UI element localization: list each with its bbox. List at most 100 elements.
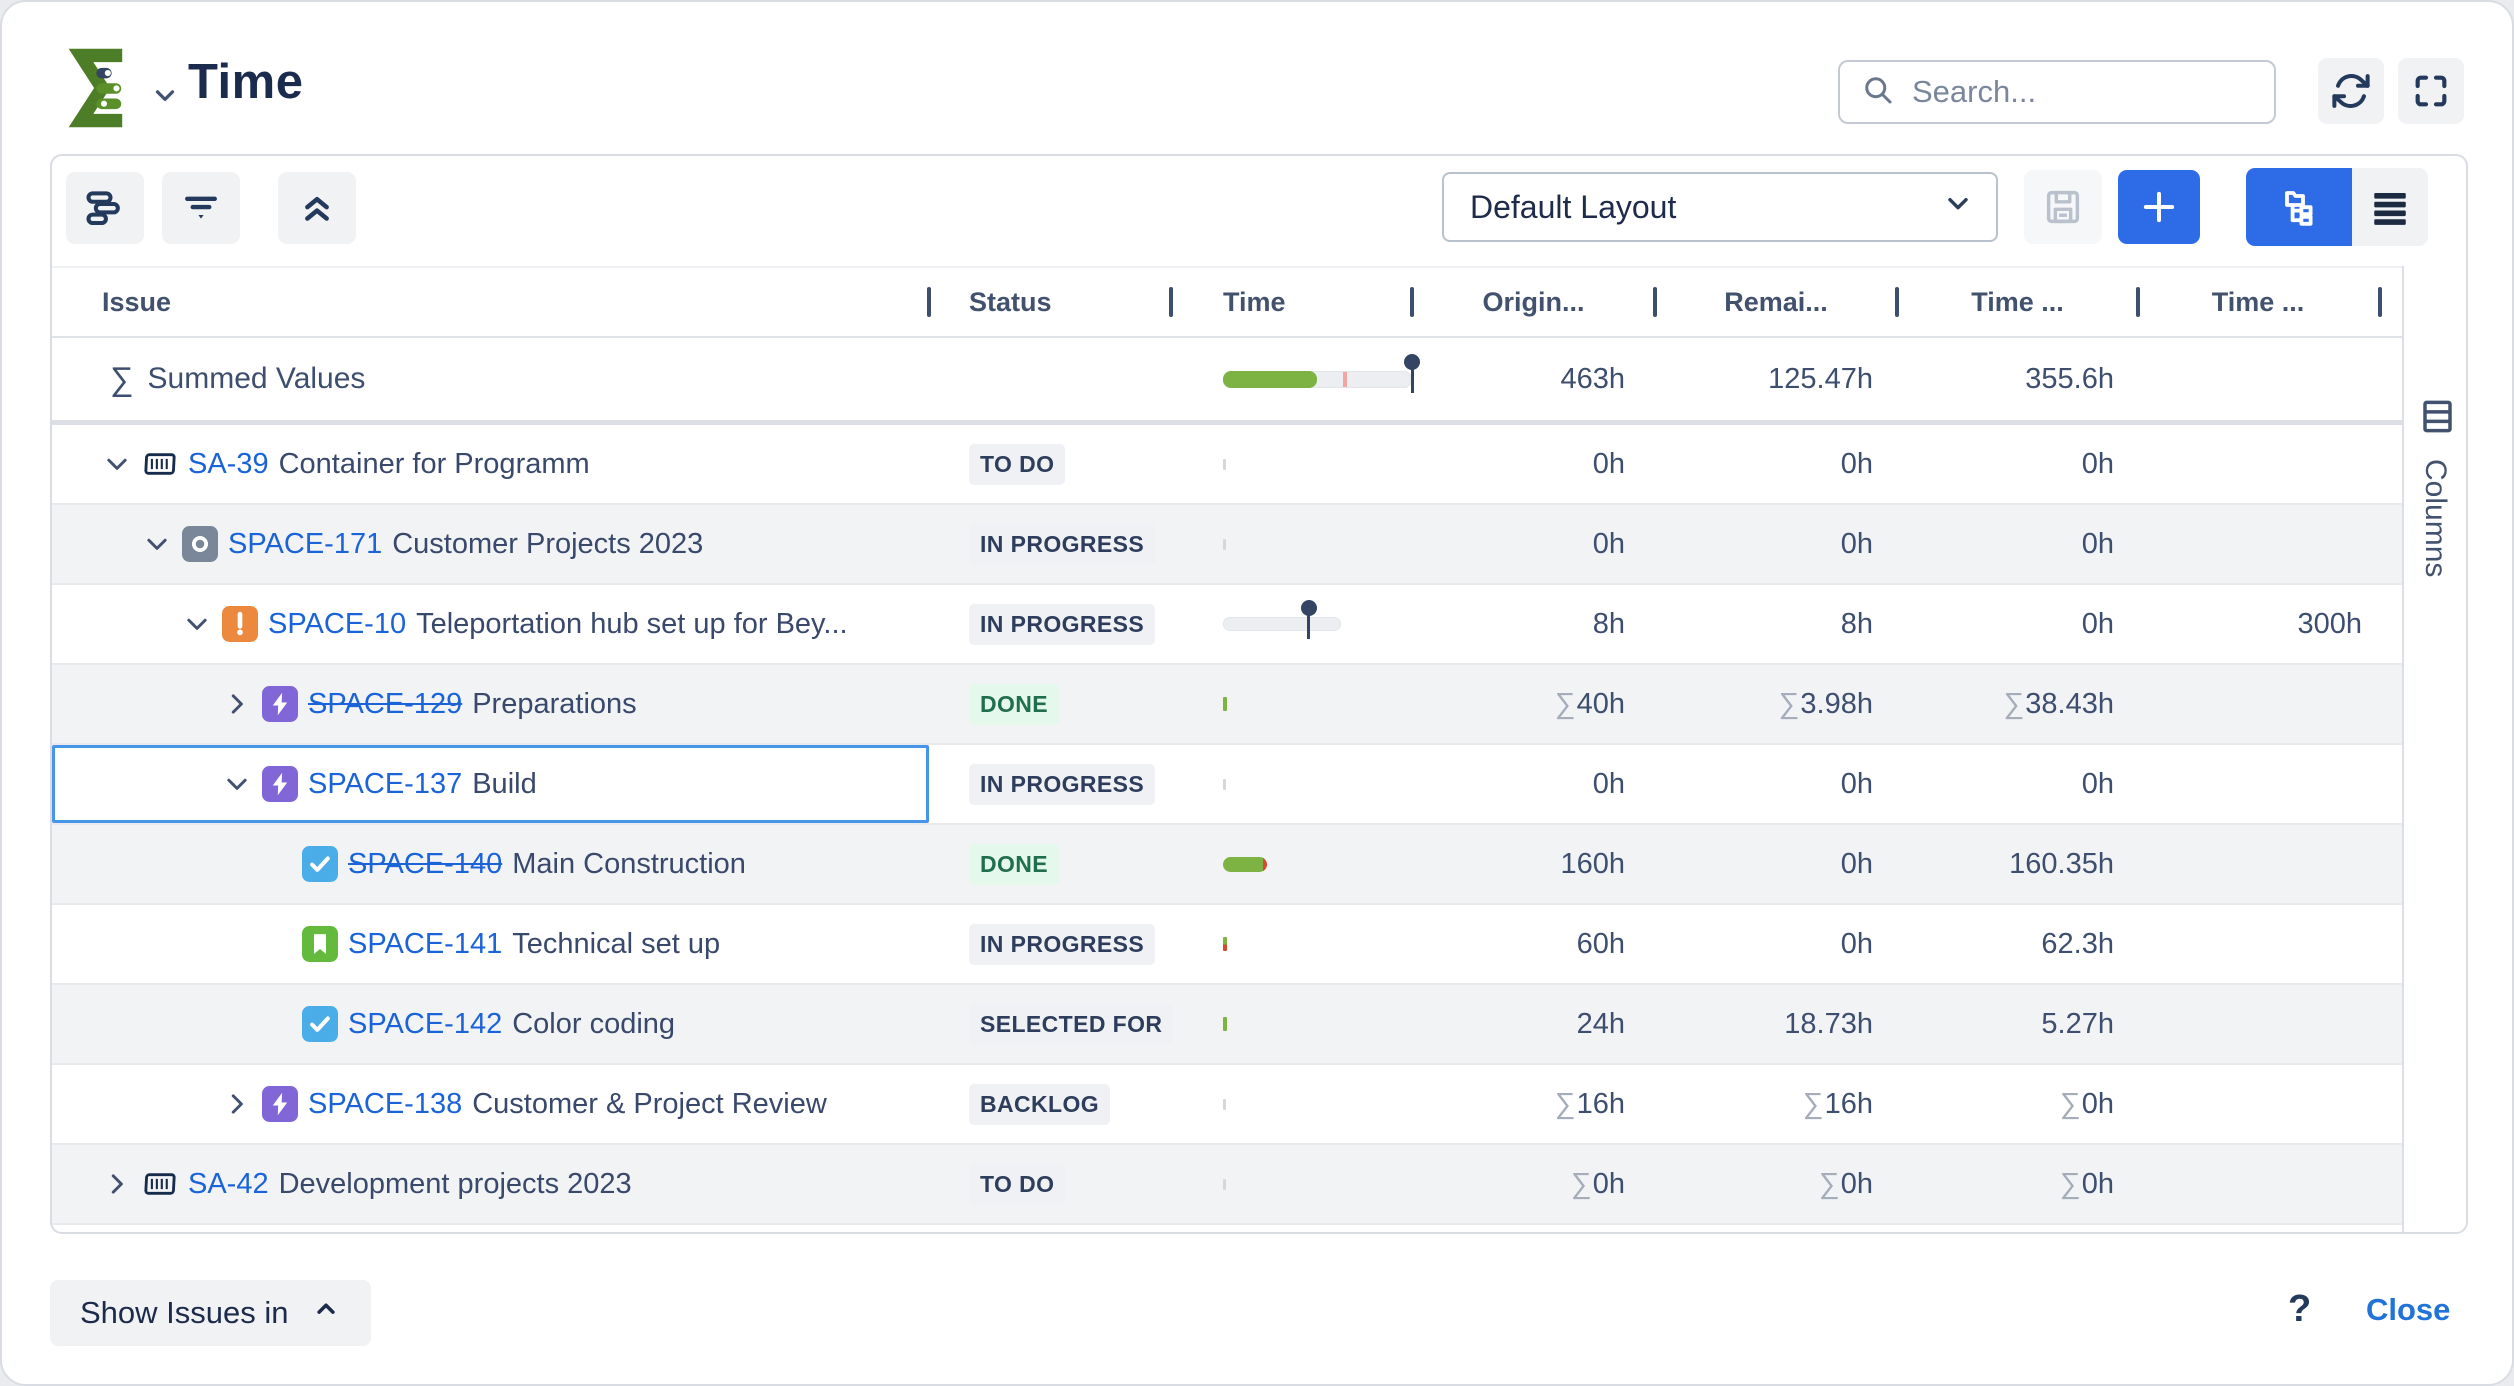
table-row[interactable]: SPACE-142 Color coding SELECTED FOR 24h …	[52, 985, 2402, 1065]
chevron-right-icon[interactable]	[222, 1089, 252, 1119]
column-header-issue[interactable]: Issue	[52, 268, 931, 336]
original-estimate-value: 0h	[1592, 447, 1625, 480]
chevron-spacer[interactable]	[262, 929, 292, 959]
issue-summary: Build	[472, 767, 537, 800]
issue-cell[interactable]: SPACE-171 Customer Projects 2023	[52, 505, 929, 583]
app-switcher-chevron-icon[interactable]	[150, 80, 180, 110]
issue-key-link[interactable]: SA-42	[188, 1167, 269, 1200]
show-issues-in-button[interactable]: Show Issues in	[50, 1280, 371, 1346]
issue-key-link[interactable]: SPACE-10	[268, 607, 407, 640]
columns-table-icon	[2413, 397, 2458, 437]
issue-key-link[interactable]: SPACE-171	[228, 527, 383, 560]
chevron-down-icon[interactable]	[222, 769, 252, 799]
column-resize-handle[interactable]	[2136, 287, 2140, 317]
chevron-right-icon[interactable]	[102, 1169, 132, 1199]
issue-cell[interactable]: SPACE-138 Customer & Project Review	[52, 1065, 929, 1143]
issue-summary: Container for Programm	[278, 447, 590, 480]
remaining-value: 0h	[1840, 847, 1873, 880]
status-badge: TO DO	[969, 1163, 1066, 1205]
column-header-time[interactable]: Time	[1171, 268, 1414, 336]
issue-key-link[interactable]: SPACE-138	[308, 1087, 463, 1120]
chevron-down-icon[interactable]	[182, 609, 212, 639]
status-cell: TO DO	[929, 443, 1171, 485]
table-row[interactable]: SPACE-10 Teleportation hub set up for Be…	[52, 585, 2402, 665]
time-cell	[1171, 1145, 1412, 1223]
issue-cell[interactable]: SA-42 Development projects 2023	[52, 1145, 929, 1223]
issue-key-link[interactable]: SPACE-142	[348, 1007, 503, 1040]
issue-key-link[interactable]: SA-39	[188, 447, 269, 480]
issue-table: Issue Status Time Origin... Remai... Tim…	[52, 266, 2402, 1232]
layout-select-value: Default Layout	[1470, 188, 1677, 225]
columns-tab-label: Columns	[2419, 459, 2452, 578]
columns-sidebar-tab[interactable]: Columns	[2402, 266, 2466, 1232]
save-layout-button[interactable]	[2024, 170, 2102, 244]
add-button[interactable]	[2118, 170, 2200, 244]
chevron-spacer[interactable]	[262, 849, 292, 879]
issue-cell[interactable]: SPACE-129 Preparations	[52, 665, 929, 743]
column-resize-handle[interactable]	[1169, 287, 1173, 317]
issue-cell[interactable]: SPACE-140 Main Construction	[52, 825, 929, 903]
table-row[interactable]: SA-42 Development projects 2023 TO DO ∑0…	[52, 1145, 2402, 1225]
issue-cell[interactable]: SPACE-142 Color coding	[52, 985, 929, 1063]
time-cell	[1171, 425, 1412, 503]
pin-marker-icon	[1300, 600, 1317, 639]
column-resize-handle[interactable]	[1410, 287, 1414, 317]
issue-key-link[interactable]: SPACE-137	[308, 767, 463, 800]
issue-cell[interactable]: SPACE-10 Teleportation hub set up for Be…	[52, 585, 929, 663]
status-cell: SELECTED FOR	[929, 1003, 1174, 1045]
column-resize-handle[interactable]	[1895, 287, 1899, 317]
issue-key-link[interactable]: SPACE-140	[348, 847, 503, 880]
fullscreen-button[interactable]	[2398, 58, 2464, 124]
refresh-button[interactable]	[2318, 58, 2384, 124]
column-header-status[interactable]: Status	[929, 268, 1173, 336]
issue-cell[interactable]: SA-39 Container for Programm	[52, 425, 929, 503]
app-logo[interactable]	[58, 42, 150, 134]
time-extra-value: 300h	[2297, 607, 2362, 640]
column-resize-handle[interactable]	[2378, 287, 2382, 317]
time-cell	[1171, 825, 1412, 903]
table-row[interactable]: SPACE-171 Customer Projects 2023 IN PROG…	[52, 505, 2402, 585]
layout-select[interactable]: Default Layout	[1442, 172, 1998, 242]
close-link[interactable]: Close	[2366, 1292, 2451, 1327]
list-view-button[interactable]	[2352, 168, 2428, 246]
filter-button[interactable]	[162, 172, 240, 244]
column-resize-handle[interactable]	[1653, 287, 1657, 317]
status-badge: IN PROGRESS	[969, 763, 1156, 805]
column-header-original-estimate[interactable]: Origin...	[1412, 268, 1657, 336]
original-estimate-value: ∑16h	[1554, 1087, 1625, 1120]
issue-cell[interactable]: SPACE-141 Technical set up	[52, 905, 929, 983]
original-estimate-value: ∑40h	[1554, 687, 1625, 720]
search-input[interactable]	[1912, 74, 2311, 110]
chevron-spacer[interactable]	[262, 1009, 292, 1039]
table-row[interactable]: SPACE-140 Main Construction DONE 160h 0h…	[52, 825, 2402, 905]
table-row[interactable]: SPACE-141 Technical set up IN PROGRESS 6…	[52, 905, 2402, 985]
table-row[interactable]: SA-39 Container for Programm TO DO 0h 0h…	[52, 425, 2402, 505]
time-cell	[1171, 985, 1412, 1063]
table-row[interactable]: SPACE-137 Build IN PROGRESS 0h 0h 0h	[52, 745, 2402, 825]
column-resize-handle[interactable]	[927, 287, 931, 317]
timeline-bars-button[interactable]	[66, 172, 144, 244]
table-row[interactable]: SPACE-138 Customer & Project Review BACK…	[52, 1065, 2402, 1145]
collapse-all-button[interactable]	[278, 172, 356, 244]
issue-key-link[interactable]: SPACE-141	[348, 927, 503, 960]
sigma-icon: ∑	[110, 360, 134, 397]
table-row[interactable]: SPACE-129 Preparations DONE ∑40h ∑3.98h …	[52, 665, 2402, 745]
time-cell	[1171, 905, 1412, 983]
time-spent-value: 5.27h	[2041, 1007, 2114, 1040]
status-badge: DONE	[969, 683, 1060, 725]
chevron-down-icon[interactable]	[142, 529, 172, 559]
column-header-remaining[interactable]: Remai...	[1655, 268, 1899, 336]
issue-cell[interactable]: SPACE-137 Build	[52, 745, 929, 823]
chevron-right-icon[interactable]	[222, 689, 252, 719]
chevron-down-icon[interactable]	[102, 449, 132, 479]
summed-values-row: ∑ Summed Values 463h 125.47h 355.6h	[52, 338, 2402, 420]
status-cell: DONE	[929, 843, 1171, 885]
help-button[interactable]: ?	[2288, 1288, 2312, 1330]
time-spent-value: 0h	[2081, 447, 2114, 480]
column-header-time-extra[interactable]: Time ...	[2138, 268, 2402, 336]
issue-key-link[interactable]: SPACE-129	[308, 687, 463, 720]
tree-view-button[interactable]	[2246, 168, 2352, 246]
column-header-time-spent[interactable]: Time ...	[1897, 268, 2140, 336]
original-estimate-value: ∑0h	[1571, 1167, 1625, 1200]
